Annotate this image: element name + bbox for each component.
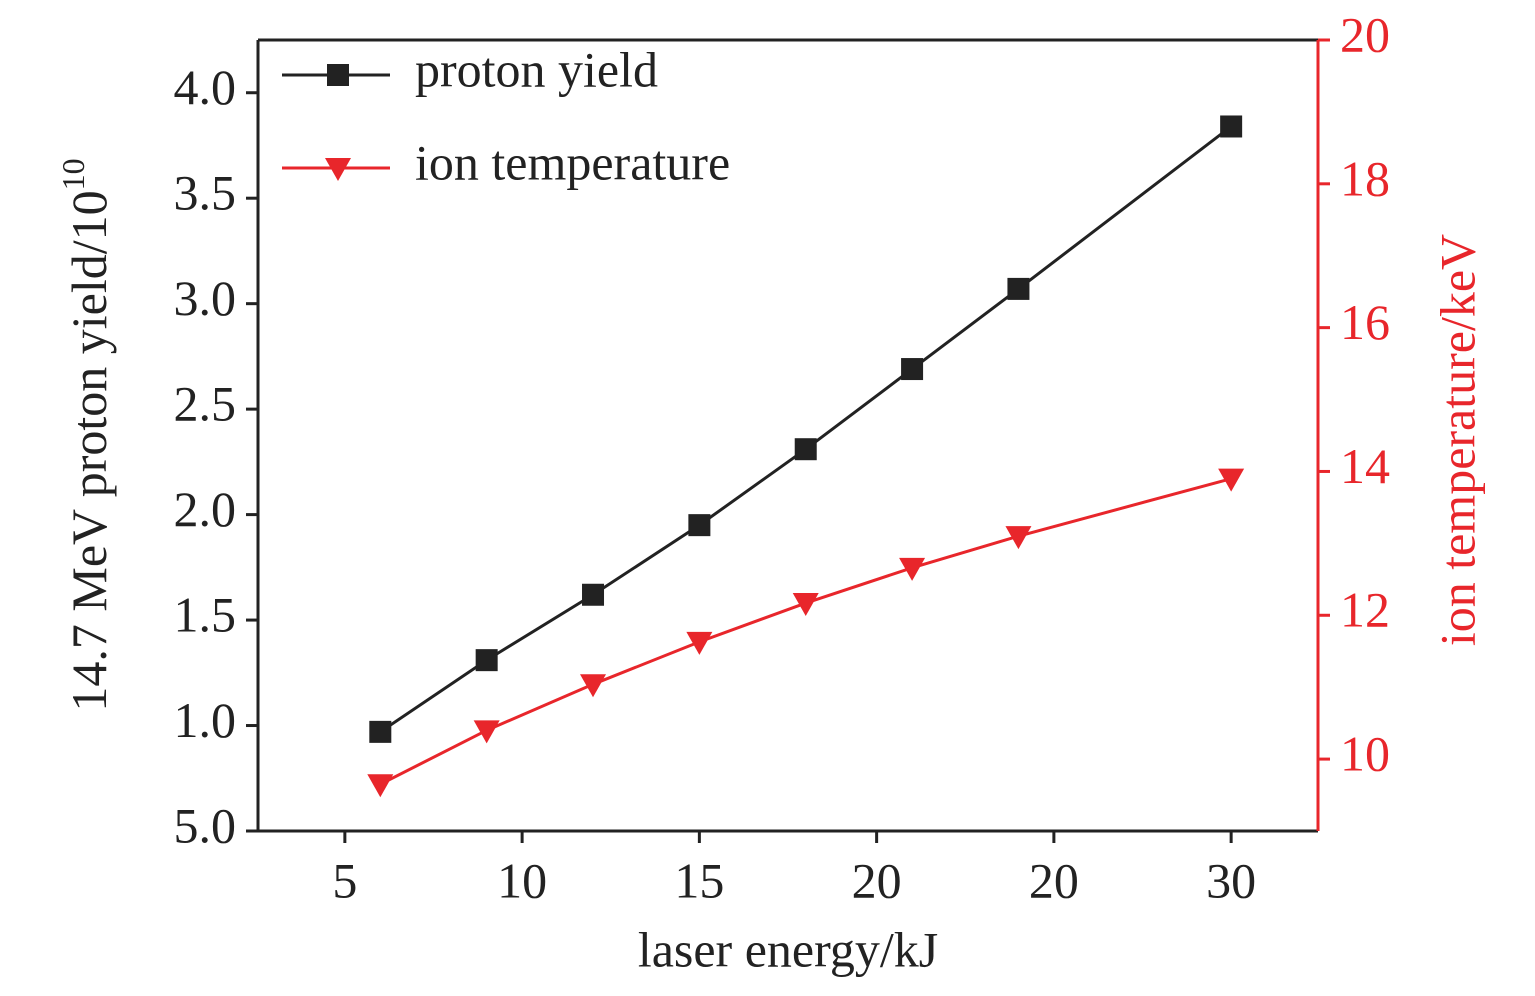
marker <box>1220 115 1243 138</box>
y-tick-label: 5.0 <box>174 797 237 853</box>
marker <box>1005 526 1032 550</box>
y-tick-label: 1.0 <box>174 692 237 748</box>
legend-marker <box>327 64 349 86</box>
x-tick-label: 30 <box>1206 852 1256 908</box>
marker <box>475 649 498 672</box>
y2-tick-label: 14 <box>1340 438 1390 494</box>
x-axis-label: laser energy/kJ <box>638 921 938 977</box>
x-tick-label: 15 <box>674 852 724 908</box>
y-tick-label: 2.0 <box>174 481 237 537</box>
y2-axis-label: ion temperature/keV <box>1429 234 1485 646</box>
y-axis-label-text: 14.7 MeV proton yield/10 <box>61 190 117 711</box>
y-tick-label: 1.5 <box>174 587 237 643</box>
x-tick-label: 20 <box>852 852 902 908</box>
x-tick-label: 20 <box>1029 852 1079 908</box>
marker <box>580 674 607 698</box>
y2-tick-label: 18 <box>1340 150 1390 206</box>
series-line <box>379 125 1233 734</box>
marker <box>792 593 819 617</box>
y2-tick-label: 10 <box>1340 726 1390 782</box>
x-tick-label: 10 <box>497 852 547 908</box>
marker <box>582 583 605 606</box>
marker <box>1007 277 1030 300</box>
marker <box>369 720 392 743</box>
y-tick-label: 3.0 <box>174 270 237 326</box>
y-tick-label: 2.5 <box>174 376 237 432</box>
y-axis-label: 14.7 MeV proton yield/1010 <box>55 158 117 711</box>
marker <box>899 557 926 581</box>
marker <box>1218 468 1245 492</box>
y2-tick-label: 20 <box>1340 6 1390 62</box>
legend-marker <box>325 158 351 181</box>
marker <box>794 438 817 461</box>
legend-label: proton yield <box>415 41 658 97</box>
marker <box>686 631 713 655</box>
marker <box>901 358 924 381</box>
y-axis-label-sup: 10 <box>55 158 91 190</box>
series-line <box>379 477 1232 786</box>
y-tick-label: 3.5 <box>174 165 237 221</box>
y2-tick-label: 12 <box>1340 582 1390 638</box>
marker <box>473 720 500 744</box>
y-tick-label: 4.0 <box>174 59 237 115</box>
x-tick-label: 5 <box>332 852 357 908</box>
y2-tick-label: 16 <box>1340 294 1390 350</box>
marker <box>688 514 711 537</box>
marker <box>367 774 394 798</box>
legend-label: ion temperature <box>415 134 730 190</box>
